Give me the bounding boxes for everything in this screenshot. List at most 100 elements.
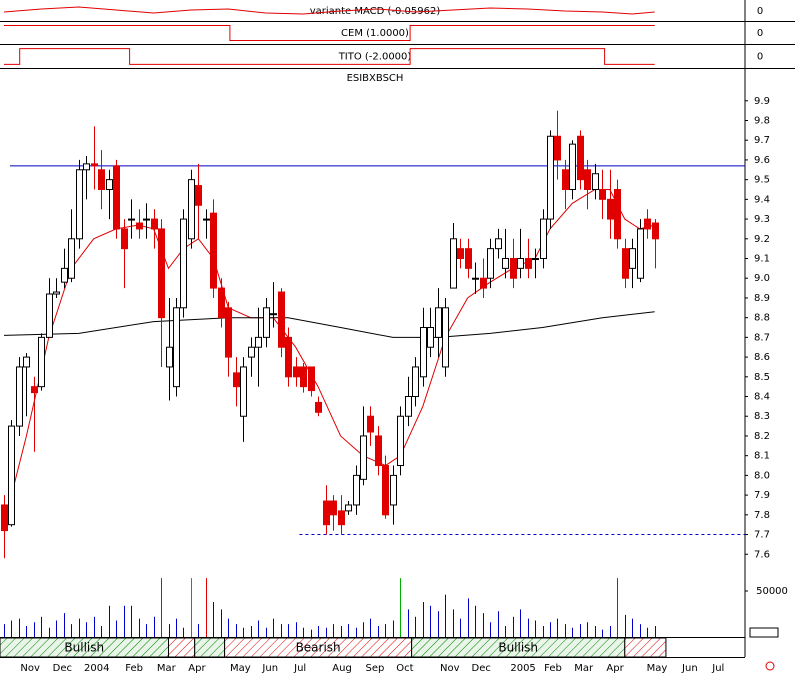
x-tick-label: Apr — [188, 663, 206, 674]
candle-body — [203, 218, 210, 221]
candle-body — [330, 500, 337, 516]
status-icon[interactable] — [765, 661, 775, 671]
sentiment-band — [624, 637, 667, 658]
candle-body — [31, 386, 38, 394]
band-label: Bearish — [296, 641, 341, 655]
candle-body — [569, 143, 576, 190]
y-tick-label: 7.9 — [754, 490, 770, 501]
candle-body — [195, 185, 202, 206]
x-tick-label: Feb — [544, 663, 562, 674]
y-tick-label: 8.4 — [754, 392, 770, 403]
candle-body — [390, 474, 397, 506]
x-tick-label: May — [230, 663, 251, 674]
candle-body — [525, 258, 532, 269]
candle-body — [397, 415, 404, 467]
average-line — [3, 189, 655, 525]
candle-body — [285, 336, 292, 378]
y-tick-label: 8.5 — [754, 372, 770, 383]
candle-body — [278, 291, 285, 348]
sentiment-band — [168, 637, 196, 658]
scroll-box[interactable] — [749, 627, 779, 638]
y-tick-label: 8.7 — [754, 332, 770, 343]
candle-body — [532, 258, 539, 261]
candle-body — [166, 346, 173, 368]
candle-body — [270, 313, 277, 316]
average-line — [3, 311, 655, 338]
candle-body — [91, 163, 98, 167]
x-tick-label: May — [647, 663, 668, 674]
candle-body — [540, 218, 547, 260]
x-tick-label: Aug — [332, 663, 352, 674]
x-tick-label: 2004 — [84, 663, 109, 674]
candle-body — [323, 500, 330, 526]
candle-body — [382, 465, 389, 516]
candle-body — [435, 307, 442, 338]
candle-body — [61, 267, 68, 283]
candle-body — [218, 287, 225, 319]
x-tick-label: Feb — [125, 663, 143, 674]
candle-body — [637, 228, 644, 279]
y-tick-label: 9.8 — [754, 115, 770, 126]
y-tick-label: 8.2 — [754, 431, 770, 442]
candle-body — [16, 366, 23, 427]
x-tick-label: Jul — [711, 663, 724, 674]
candle-body — [629, 248, 636, 269]
candle-body — [136, 222, 143, 230]
candle-body — [427, 327, 434, 348]
y-tick-label: 9.4 — [754, 194, 770, 205]
y-tick-label: 9.2 — [754, 234, 770, 245]
y-tick-label: 8.3 — [754, 411, 770, 422]
x-tick-label: Sep — [366, 663, 385, 674]
candle-body — [143, 218, 150, 221]
x-tick-label: Oct — [396, 663, 413, 674]
candle-body — [442, 307, 449, 368]
candle-body — [465, 248, 472, 269]
candle-body — [210, 212, 217, 289]
candle-body — [38, 336, 45, 388]
y-tick-label: 9.6 — [754, 155, 770, 166]
candle-body — [345, 504, 352, 512]
candle-body — [113, 165, 120, 230]
candle-body — [121, 228, 128, 250]
y-tick-label: 9.9 — [754, 96, 770, 107]
candle-body — [622, 248, 629, 279]
candle-body — [106, 179, 113, 190]
candle-body — [554, 135, 561, 161]
x-tick-label: 2005 — [510, 663, 535, 674]
x-tick-label: Dec — [53, 663, 72, 674]
candle-body — [293, 366, 300, 378]
candle-body — [644, 218, 651, 230]
candle-body — [420, 327, 427, 378]
candle-body — [83, 163, 90, 171]
candle-body — [367, 415, 374, 433]
band-label: Bullish — [64, 641, 104, 655]
x-tick-label: Nov — [20, 663, 40, 674]
candle-body — [315, 401, 322, 413]
candle-body — [76, 169, 83, 240]
candle-body — [248, 346, 255, 358]
y-tick-label: 50000 — [756, 586, 788, 597]
candle-body — [502, 258, 509, 269]
y-tick-label: 8.6 — [754, 352, 770, 363]
candle-body — [584, 169, 591, 190]
candle-body — [338, 510, 345, 526]
y-tick-label: 9.7 — [754, 135, 770, 146]
candle-body — [353, 474, 360, 506]
indicator-label: TITO (-2.0000) — [338, 52, 412, 63]
x-tick-label: Dec — [472, 663, 491, 674]
chart-title: ESIBXBSCH — [347, 73, 404, 84]
candle-body — [128, 218, 135, 221]
candle-body — [599, 188, 606, 200]
y-tick-label: 8.1 — [754, 451, 770, 462]
candle-body — [607, 198, 614, 220]
candle-body — [457, 248, 464, 260]
candle-body — [233, 372, 240, 388]
x-tick-label: Mar — [574, 663, 594, 674]
candle-body — [308, 366, 315, 392]
candle-body — [53, 291, 60, 295]
candle-body — [562, 169, 569, 190]
y-tick-label: 0 — [757, 6, 763, 17]
indicator-label: variante MACD (-0.05962) — [310, 6, 441, 17]
y-tick-label: 9.1 — [754, 254, 770, 265]
